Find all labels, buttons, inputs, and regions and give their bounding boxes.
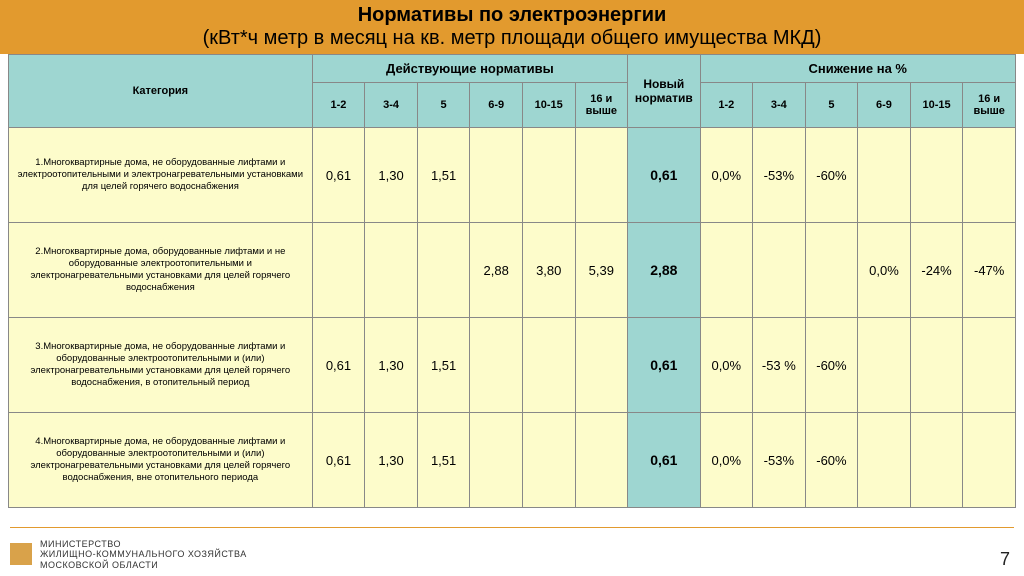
sub-c-5: 16 и выше bbox=[575, 83, 628, 128]
cell-reduction: 0,0% bbox=[700, 318, 753, 413]
cell-current bbox=[470, 318, 523, 413]
cell-current bbox=[470, 413, 523, 508]
cell-reduction bbox=[910, 413, 963, 508]
cell-current bbox=[312, 223, 365, 318]
footer-line3: МОСКОВСКОЙ ОБЛАСТИ bbox=[40, 560, 247, 570]
cell-reduction: -60% bbox=[805, 318, 858, 413]
cell-reduction: -47% bbox=[963, 223, 1016, 318]
table-row: 4.Многоквартирные дома, не оборудованные… bbox=[9, 413, 1016, 508]
cell-current bbox=[470, 128, 523, 223]
cell-reduction bbox=[805, 223, 858, 318]
cell-category: 1.Многоквартирные дома, не оборудованные… bbox=[9, 128, 313, 223]
cell-current bbox=[575, 128, 628, 223]
cell-reduction bbox=[858, 128, 911, 223]
cell-current bbox=[575, 318, 628, 413]
cell-reduction: -60% bbox=[805, 128, 858, 223]
cell-current: 1,51 bbox=[417, 413, 470, 508]
table-head: Категория Действующие нормативы Новый но… bbox=[9, 55, 1016, 128]
cell-category: 2.Многоквартирные дома, оборудованные ли… bbox=[9, 223, 313, 318]
sub-c-0: 1-2 bbox=[312, 83, 365, 128]
sub-r-0: 1-2 bbox=[700, 83, 753, 128]
cell-reduction bbox=[963, 128, 1016, 223]
cell-current bbox=[365, 223, 418, 318]
sub-r-1: 3-4 bbox=[753, 83, 806, 128]
cell-reduction bbox=[700, 223, 753, 318]
cell-category: 3.Многоквартирные дома, не оборудованные… bbox=[9, 318, 313, 413]
footer-text: МИНИСТЕРСТВО ЖИЛИЩНО-КОММУНАЛЬНОГО ХОЗЯЙ… bbox=[40, 539, 247, 570]
cell-reduction bbox=[910, 128, 963, 223]
hdr-category: Категория bbox=[9, 55, 313, 128]
title-bar: Нормативы по электроэнергии (кВт*ч метр … bbox=[0, 0, 1024, 54]
cell-reduction: 0,0% bbox=[700, 413, 753, 508]
cell-reduction: -24% bbox=[910, 223, 963, 318]
table-body: 1.Многоквартирные дома, не оборудованные… bbox=[9, 128, 1016, 508]
cell-current bbox=[575, 413, 628, 508]
cell-current bbox=[417, 223, 470, 318]
cell-new: 0,61 bbox=[628, 128, 700, 223]
cell-current: 0,61 bbox=[312, 318, 365, 413]
hdr-current: Действующие нормативы bbox=[312, 55, 627, 83]
sub-r-5: 16 и выше bbox=[963, 83, 1016, 128]
cell-reduction bbox=[753, 223, 806, 318]
cell-reduction bbox=[858, 413, 911, 508]
cell-current bbox=[522, 318, 575, 413]
table-row: 2.Многоквартирные дома, оборудованные ли… bbox=[9, 223, 1016, 318]
cell-reduction bbox=[963, 413, 1016, 508]
table-row: 1.Многоквартирные дома, не оборудованные… bbox=[9, 128, 1016, 223]
cell-current: 1,30 bbox=[365, 318, 418, 413]
cell-current: 5,39 bbox=[575, 223, 628, 318]
sub-c-4: 10-15 bbox=[522, 83, 575, 128]
cell-current: 1,30 bbox=[365, 128, 418, 223]
hdr-new: Новый норматив bbox=[628, 55, 700, 128]
cell-reduction: -60% bbox=[805, 413, 858, 508]
cell-current bbox=[522, 413, 575, 508]
cell-reduction bbox=[910, 318, 963, 413]
sub-c-2: 5 bbox=[417, 83, 470, 128]
cell-reduction: 0,0% bbox=[858, 223, 911, 318]
page-number: 7 bbox=[1000, 549, 1010, 570]
cell-current bbox=[522, 128, 575, 223]
hdr-reduction: Снижение на % bbox=[700, 55, 1015, 83]
table-row: 3.Многоквартирные дома, не оборудованные… bbox=[9, 318, 1016, 413]
cell-current: 1,51 bbox=[417, 318, 470, 413]
ministry-icon bbox=[10, 543, 32, 565]
footer-line1: МИНИСТЕРСТВО bbox=[40, 539, 247, 549]
cell-current: 0,61 bbox=[312, 413, 365, 508]
sub-r-4: 10-15 bbox=[910, 83, 963, 128]
cell-new: 2,88 bbox=[628, 223, 700, 318]
sub-c-3: 6-9 bbox=[470, 83, 523, 128]
cell-current: 2,88 bbox=[470, 223, 523, 318]
title-line1: Нормативы по электроэнергии bbox=[8, 4, 1016, 27]
cell-current: 1,30 bbox=[365, 413, 418, 508]
cell-new: 0,61 bbox=[628, 318, 700, 413]
footer: МИНИСТЕРСТВО ЖИЛИЩНО-КОММУНАЛЬНОГО ХОЗЯЙ… bbox=[10, 539, 247, 570]
footer-line2: ЖИЛИЩНО-КОММУНАЛЬНОГО ХОЗЯЙСТВА bbox=[40, 549, 247, 559]
cell-reduction: 0,0% bbox=[700, 128, 753, 223]
footer-rule bbox=[10, 527, 1014, 528]
sub-r-2: 5 bbox=[805, 83, 858, 128]
cell-reduction: -53% bbox=[753, 413, 806, 508]
title-line2: (кВт*ч метр в месяц на кв. метр площади … bbox=[8, 27, 1016, 50]
sub-r-3: 6-9 bbox=[858, 83, 911, 128]
norms-table: Категория Действующие нормативы Новый но… bbox=[8, 54, 1016, 508]
cell-reduction: -53% bbox=[753, 128, 806, 223]
cell-current: 3,80 bbox=[522, 223, 575, 318]
cell-new: 0,61 bbox=[628, 413, 700, 508]
cell-category: 4.Многоквартирные дома, не оборудованные… bbox=[9, 413, 313, 508]
cell-reduction: -53 % bbox=[753, 318, 806, 413]
cell-reduction bbox=[858, 318, 911, 413]
cell-current: 0,61 bbox=[312, 128, 365, 223]
cell-current: 1,51 bbox=[417, 128, 470, 223]
sub-c-1: 3-4 bbox=[365, 83, 418, 128]
cell-reduction bbox=[963, 318, 1016, 413]
